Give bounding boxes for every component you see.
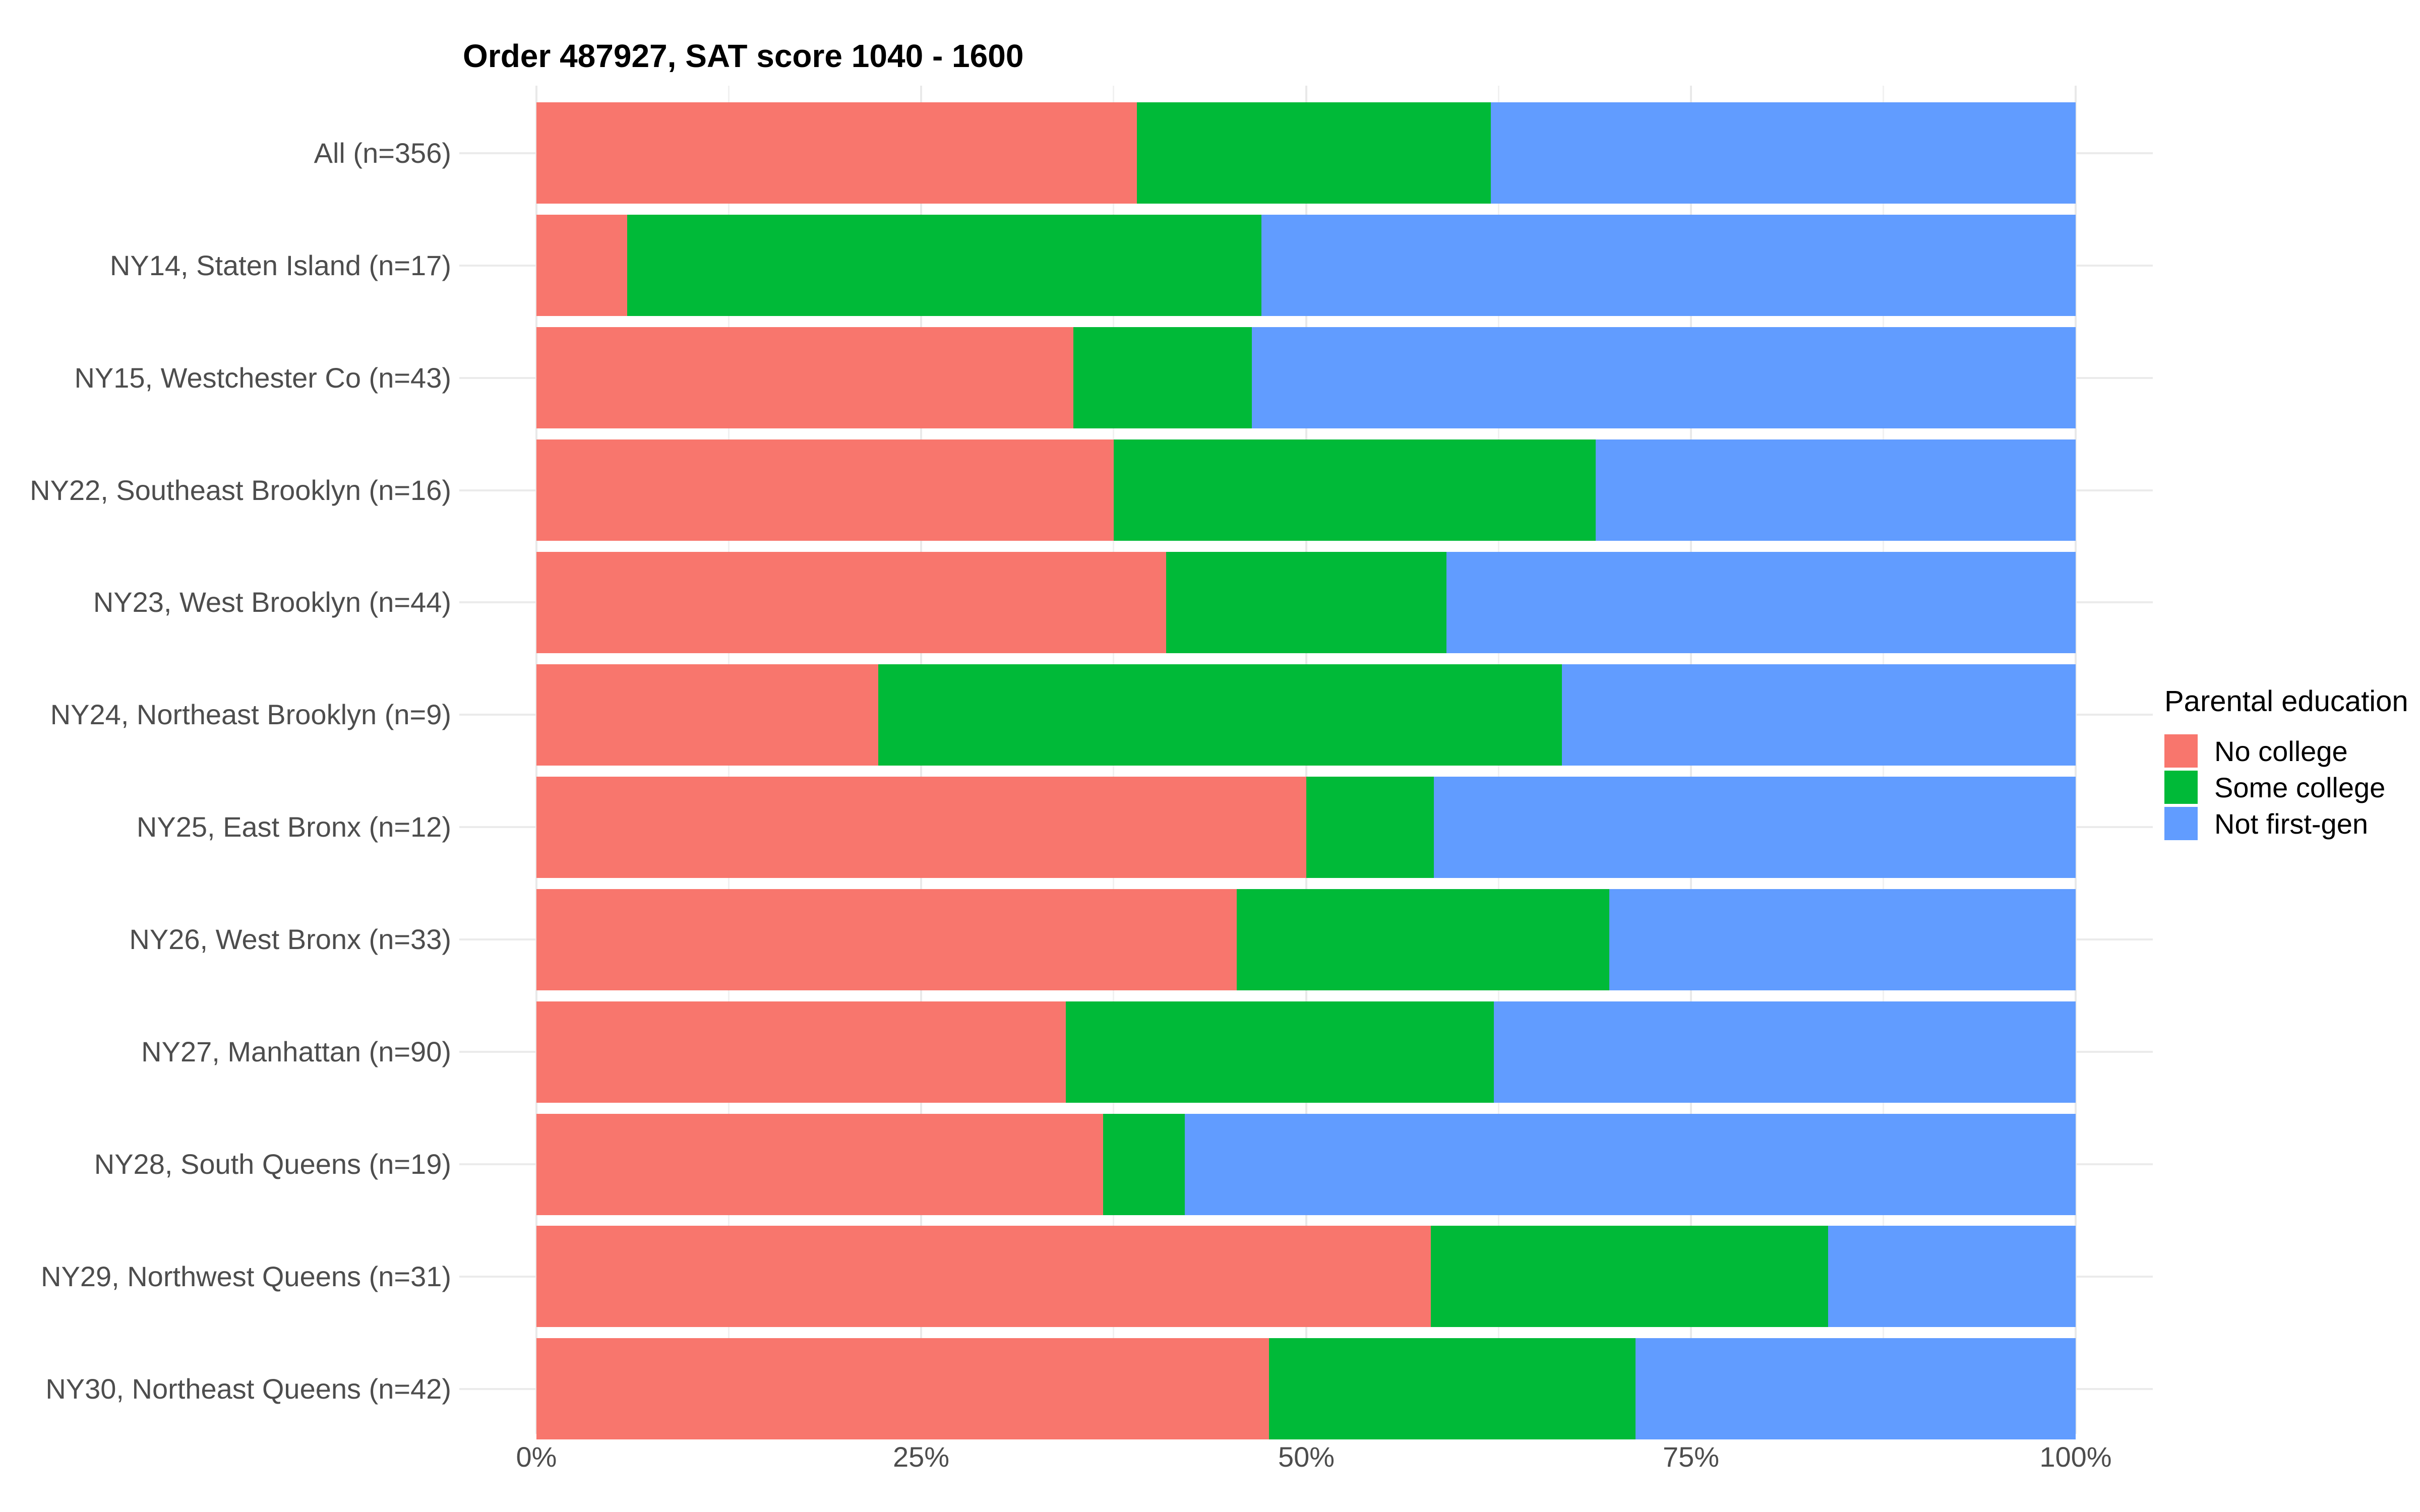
bar-row [536,439,2076,541]
bar-segment-no-college [536,215,627,316]
bar-row [536,1114,2076,1215]
bar-segment-no-college [536,102,1137,204]
bar-segment-some-college [1306,777,1434,878]
bar-segment-no-college [536,664,878,766]
category-label: NY29, Northwest Queens (n=31) [41,1261,451,1292]
bar-segment-some-college [1237,889,1609,990]
x-tick-label: 50% [1278,1441,1335,1473]
legend-label: Some college [2214,771,2386,803]
x-tick-label: 75% [1662,1441,1720,1473]
legend-swatch-no-college [2164,734,2198,768]
category-label: NY15, Westchester Co (n=43) [74,362,451,394]
legend-item: Not first-gen [2164,807,2408,840]
legend-item: No college [2164,734,2408,768]
bar-segment-no-college [536,777,1306,878]
bar-segment-some-college [1137,102,1491,204]
legend: Parental education No college Some colleg… [2164,684,2408,843]
bar-segment-not-first-gen [1636,1338,2076,1439]
vertical-major-gridline [2075,86,2077,1434]
legend-item: Some college [2164,771,2408,804]
bar-row [536,1001,2076,1103]
bar-segment-some-college [627,215,1261,316]
category-label: NY22, Southeast Brooklyn (n=16) [30,474,451,506]
bar-segment-not-first-gen [1562,664,2076,766]
bar-segment-not-first-gen [1185,1114,2076,1215]
bar-row [536,215,2076,316]
bar-segment-no-college [536,1001,1066,1103]
category-label: NY26, West Bronx (n=33) [129,923,451,955]
bar-segment-no-college [536,1338,1269,1439]
bar-segment-some-college [1073,327,1252,428]
bar-segment-no-college [536,1226,1431,1327]
category-label: NY27, Manhattan (n=90) [141,1036,451,1067]
legend-items: No college Some college Not first-gen [2164,734,2408,840]
bar-segment-not-first-gen [1261,215,2076,316]
bar-segment-no-college [536,552,1166,653]
category-label: NY25, East Bronx (n=12) [136,811,451,843]
chart-title: Order 487927, SAT score 1040 - 1600 [463,38,1024,74]
category-label: NY14, Staten Island (n=17) [109,249,451,281]
bar-segment-some-college [878,664,1562,766]
bar-row [536,777,2076,878]
bar-segment-some-college [1431,1226,1828,1327]
x-tick-label: 100% [2039,1441,2112,1473]
legend-label: Not first-gen [2214,807,2368,840]
bar-segment-some-college [1269,1338,1636,1439]
bar-segment-no-college [536,1114,1103,1215]
category-label: NY24, Northeast Brooklyn (n=9) [50,699,451,730]
legend-title: Parental education [2164,685,2408,718]
bar-segment-not-first-gen [1609,889,2076,990]
bar-segment-no-college [536,889,1237,990]
category-label: All (n=356) [314,137,451,169]
bar-row [536,1226,2076,1327]
bar-segment-not-first-gen [1596,439,2076,541]
bar-row [536,102,2076,204]
x-tick-label: 0% [516,1441,557,1473]
bar-segment-not-first-gen [1491,102,2076,204]
legend-swatch-not-first-gen [2164,807,2198,840]
bar-segment-not-first-gen [1828,1226,2076,1327]
category-label: NY23, West Brooklyn (n=44) [93,586,451,618]
bar-segment-not-first-gen [1252,327,2076,428]
bar-segment-no-college [536,439,1114,541]
legend-label: No college [2214,735,2348,767]
bar-segment-some-college [1066,1001,1494,1103]
category-label: NY30, Northeast Queens (n=42) [45,1373,451,1405]
bar-segment-some-college [1114,439,1596,541]
bar-segment-no-college [536,327,1073,428]
bar-row [536,552,2076,653]
legend-swatch-some-college [2164,771,2198,804]
bar-row [536,889,2076,990]
category-label: NY28, South Queens (n=19) [94,1148,451,1180]
x-tick-label: 25% [892,1441,950,1473]
bar-segment-not-first-gen [1494,1001,2076,1103]
bar-row [536,1338,2076,1439]
bar-segment-not-first-gen [1446,552,2076,653]
bar-row [536,664,2076,766]
bar-segment-some-college [1103,1114,1185,1215]
bar-row [536,327,2076,428]
bar-segment-not-first-gen [1434,777,2076,878]
bar-segment-some-college [1166,552,1446,653]
